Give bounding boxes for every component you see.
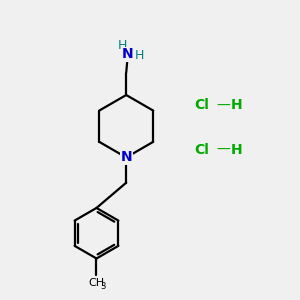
Text: H: H	[134, 49, 144, 62]
Text: H: H	[231, 143, 242, 157]
Text: —: —	[216, 143, 230, 157]
Text: H: H	[118, 39, 127, 52]
Text: 3: 3	[100, 282, 105, 291]
Text: H: H	[231, 98, 242, 112]
Text: Cl: Cl	[195, 98, 209, 112]
Text: Cl: Cl	[195, 143, 209, 157]
Text: N: N	[122, 47, 134, 61]
Text: N: N	[120, 150, 132, 164]
Text: CH: CH	[88, 278, 105, 288]
Text: —: —	[216, 98, 230, 112]
